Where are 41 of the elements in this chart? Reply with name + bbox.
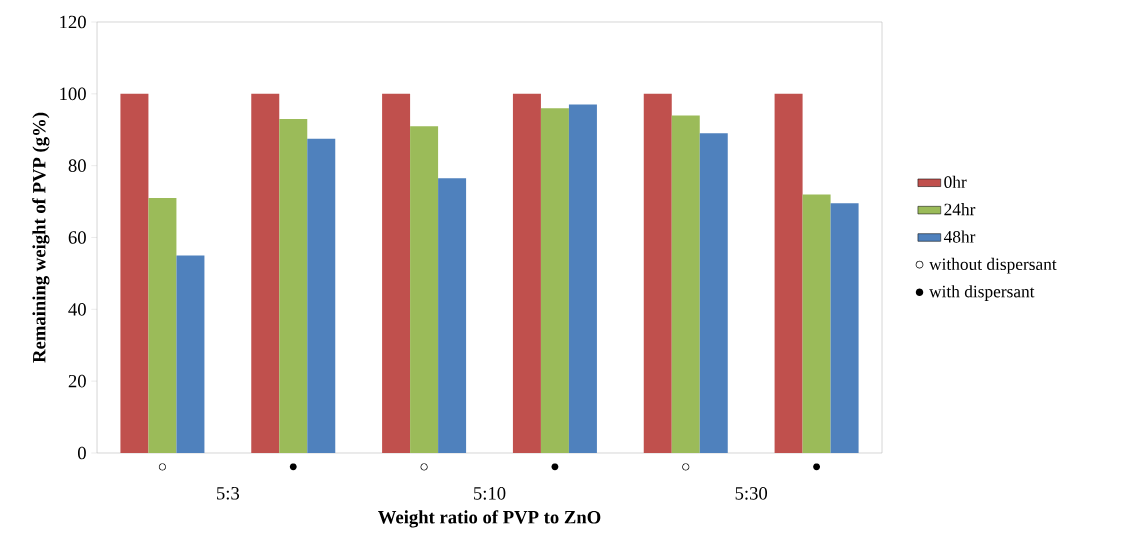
text: 5:30	[735, 487, 768, 500]
bar	[438, 178, 467, 453]
bar	[148, 197, 177, 453]
y-axis-title: Remaining weight of PVP (g%)	[32, 112, 50, 363]
y-tick-label: 80	[68, 159, 86, 172]
bar	[176, 255, 205, 453]
x-axis-title: Weight ratio of PVP to ZnO	[378, 510, 601, 528]
bar	[410, 126, 439, 453]
text: ○ without dispersant	[915, 257, 1057, 274]
bar	[512, 93, 541, 453]
y-tick-label: 20	[68, 374, 86, 388]
legend-label: 48hr	[943, 230, 976, 243]
legend-label: 24hr	[944, 203, 976, 216]
y-tick-label: 40	[68, 303, 86, 316]
x-tick-label: ●	[813, 463, 821, 471]
text: 5:3	[217, 487, 240, 500]
bar	[643, 93, 672, 453]
y-tick-label: 120	[60, 15, 86, 29]
bar	[568, 104, 597, 453]
bar	[802, 194, 831, 453]
y-tick-label: 0	[77, 446, 86, 460]
x-tick-label: ○	[158, 463, 166, 471]
bar	[830, 203, 859, 453]
bar	[671, 115, 700, 453]
bar	[774, 93, 803, 453]
x-tick-label: ●	[551, 463, 559, 471]
y-tick-label: 100	[60, 87, 86, 101]
x-tick-label: ○	[420, 463, 428, 471]
bar	[307, 138, 336, 453]
bar	[540, 108, 569, 453]
bar	[382, 93, 411, 453]
bar	[120, 93, 149, 453]
bar	[251, 93, 280, 453]
text: 5:10	[474, 487, 506, 500]
y-tick-label: 60	[68, 231, 86, 244]
text: ● with dispersant	[915, 285, 1035, 301]
bar	[279, 118, 308, 453]
bar	[699, 133, 728, 453]
legend-label: 0hr	[944, 175, 967, 188]
x-tick-label: ○	[682, 463, 690, 471]
x-tick-label: ●	[289, 463, 297, 471]
